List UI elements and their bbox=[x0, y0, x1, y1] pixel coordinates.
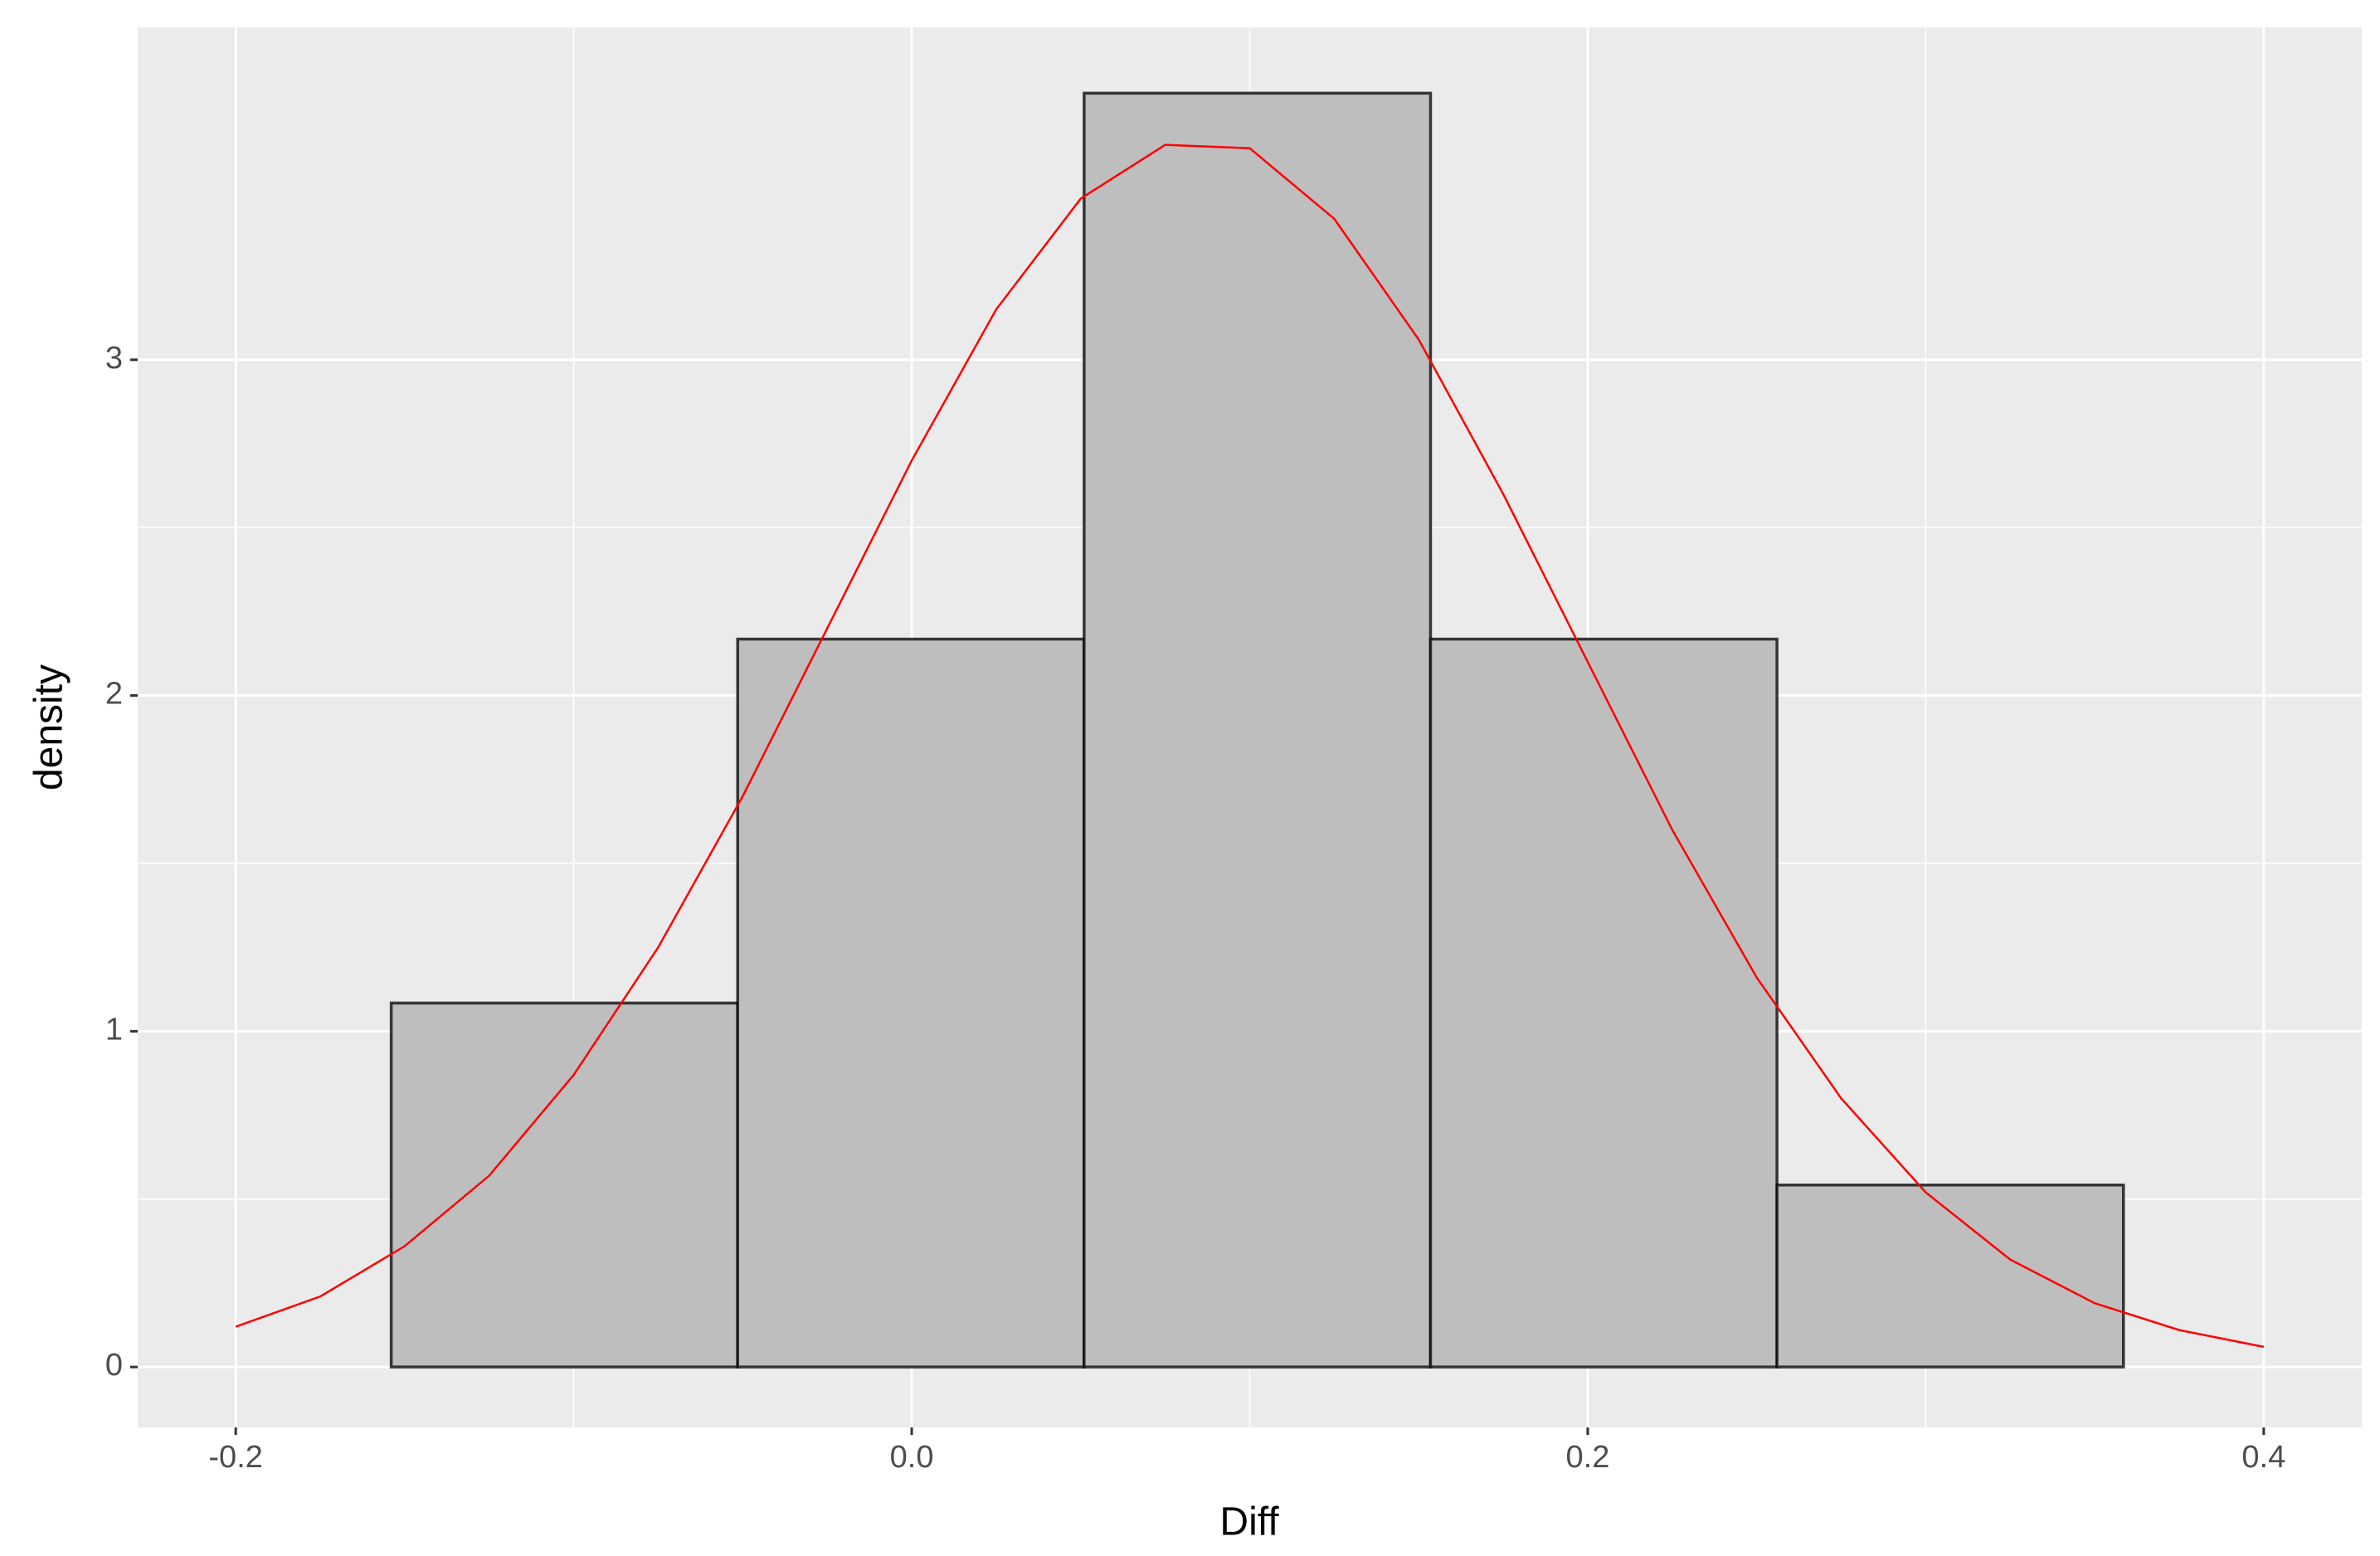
x-axis-title: Diff bbox=[1219, 1500, 1279, 1544]
bar bbox=[389, 1001, 739, 1369]
x-tick-label: 0.0 bbox=[890, 1440, 934, 1475]
y-tick-label: 1 bbox=[105, 1012, 123, 1047]
axes: 0 1 2 3 -0.2 0.0 0.2 0.4 bbox=[105, 341, 2285, 1475]
bar bbox=[1775, 1183, 2125, 1369]
y-tick-label: 0 bbox=[105, 1348, 123, 1383]
x-tick-label: -0.2 bbox=[208, 1440, 262, 1475]
marks bbox=[235, 91, 2265, 1369]
bar bbox=[1083, 91, 1433, 1369]
bar bbox=[736, 637, 1086, 1369]
x-tick-label: 0.2 bbox=[1566, 1440, 1610, 1475]
x-tick-label: 0.4 bbox=[2241, 1440, 2285, 1475]
y-tick-label: 2 bbox=[105, 677, 123, 712]
bar bbox=[1428, 637, 1779, 1369]
y-axis-title: density bbox=[27, 664, 71, 790]
y-tick-label: 3 bbox=[105, 341, 123, 376]
density-curve bbox=[235, 143, 2265, 1349]
